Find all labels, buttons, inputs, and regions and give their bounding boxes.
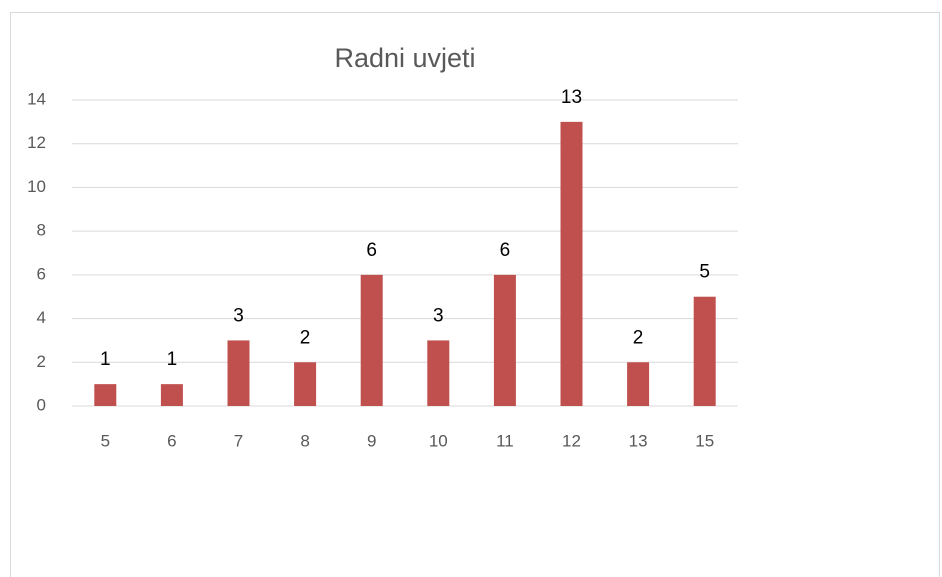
x-tick-label: 5 bbox=[101, 431, 110, 450]
bar bbox=[493, 274, 516, 406]
data-label: 5 bbox=[699, 262, 710, 283]
data-label: 3 bbox=[233, 305, 244, 326]
data-label: 2 bbox=[633, 327, 644, 348]
bar bbox=[160, 384, 183, 406]
chart-border bbox=[10, 12, 940, 577]
x-tick-label: 7 bbox=[234, 431, 243, 450]
data-label: 6 bbox=[500, 240, 511, 261]
data-label: 6 bbox=[366, 240, 377, 261]
data-label: 1 bbox=[167, 349, 178, 370]
x-tick-label: 9 bbox=[367, 431, 376, 450]
x-tick-label: 8 bbox=[300, 431, 309, 450]
x-tick-label: 11 bbox=[496, 431, 514, 450]
x-tick-label: 15 bbox=[695, 431, 714, 450]
y-tick-label: 2 bbox=[37, 352, 46, 371]
bar bbox=[693, 296, 716, 406]
y-tick-label: 14 bbox=[27, 89, 46, 108]
y-tick-label: 0 bbox=[37, 395, 46, 414]
bar bbox=[627, 362, 650, 406]
y-tick-label: 8 bbox=[37, 221, 46, 240]
bar bbox=[294, 362, 317, 406]
data-label: 2 bbox=[300, 327, 311, 348]
bar bbox=[427, 340, 450, 406]
data-label: 3 bbox=[433, 305, 444, 326]
data-label: 1 bbox=[100, 349, 111, 370]
x-tick-label: 10 bbox=[429, 431, 448, 450]
x-tick-label: 13 bbox=[629, 431, 648, 450]
y-tick-label: 6 bbox=[37, 264, 46, 283]
chart-title: Radni uvjeti bbox=[334, 43, 475, 73]
bar bbox=[227, 340, 250, 406]
x-tick-label: 6 bbox=[167, 431, 176, 450]
bar bbox=[560, 121, 583, 406]
y-tick-label: 10 bbox=[27, 177, 46, 196]
y-tick-label: 4 bbox=[37, 308, 46, 327]
x-tick-label: 12 bbox=[562, 431, 581, 450]
bar bbox=[94, 384, 117, 406]
bar bbox=[360, 274, 383, 406]
y-tick-label: 12 bbox=[27, 133, 46, 152]
data-label: 13 bbox=[561, 87, 582, 108]
